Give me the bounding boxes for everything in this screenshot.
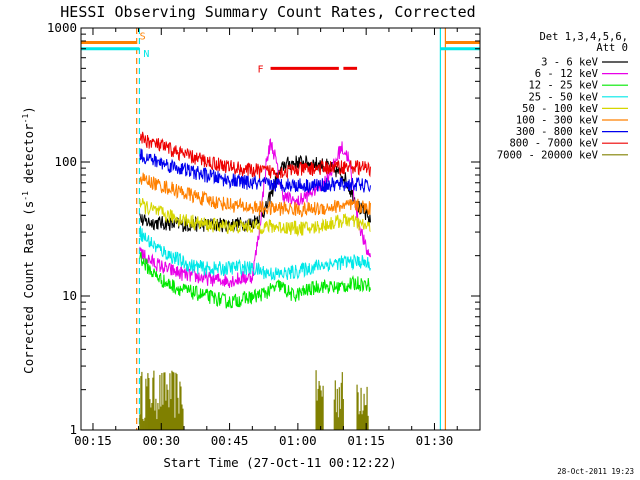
series-line-6	[139, 172, 371, 218]
saa-bar-label: N	[143, 49, 149, 60]
legend-label: 800 - 7000 keV	[509, 138, 598, 150]
x-tick-label: 01:30	[416, 433, 454, 448]
spike-cluster-2	[315, 370, 324, 430]
y-axis-label-sup2: -1	[21, 114, 30, 124]
series-line-5	[139, 198, 371, 238]
y-axis-label-sup1: -1	[21, 191, 30, 201]
series-line-7	[139, 148, 371, 193]
plot-frame	[80, 27, 481, 431]
x-tick-label: 00:15	[74, 433, 112, 448]
att-bar-label: S	[140, 31, 146, 42]
spike-cluster-1	[139, 370, 184, 430]
y-axis-label-mid: detector	[21, 123, 36, 191]
plot-area	[81, 28, 480, 430]
x-axis-label: Start Time (27-Oct-11 00:12:22)	[163, 455, 396, 470]
legend-label: 7000 - 20000 keV	[497, 149, 599, 161]
spike-cluster-4	[356, 384, 369, 430]
series-line-3	[139, 251, 371, 309]
y-tick-label: 1	[69, 422, 77, 437]
legend-label: 100 - 300 keV	[516, 115, 599, 127]
y-axis-label-main: Corrected Count Rate (s	[21, 201, 36, 374]
series-line-8	[139, 131, 371, 180]
footer-date: 28-Oct-2011 19:23	[557, 467, 634, 476]
legend-label: 6 - 12 keV	[535, 68, 599, 80]
legend-header-line-2: Att 0	[596, 42, 628, 54]
legend-label: 12 - 25 keV	[528, 80, 598, 92]
x-tick-label: 00:45	[211, 433, 249, 448]
legend-label: 300 - 800 keV	[516, 126, 599, 138]
legend-label: 3 - 6 keV	[541, 57, 599, 69]
y-tick-label: 10	[62, 288, 77, 303]
legend-label: 25 - 50 keV	[528, 91, 598, 103]
y-axis: 1 10 100 1000	[47, 20, 480, 437]
legend-header-line-1: Det 1,3,4,5,6,	[539, 31, 628, 43]
legend-label: 50 - 100 keV	[522, 103, 599, 115]
x-tick-label: 01:00	[279, 433, 317, 448]
y-axis-label-end: )	[21, 106, 36, 114]
spike-cluster-3	[333, 372, 344, 430]
flare-bar-label: F	[258, 64, 264, 75]
series-line-4	[139, 226, 371, 281]
x-tick-label: 01:15	[347, 433, 385, 448]
x-tick-label: 00:30	[142, 433, 180, 448]
x-axis: 00:15 00:30 00:45 01:00 01:15 01:30	[74, 28, 458, 448]
y-tick-label: 1000	[47, 20, 77, 35]
chart-title: HESSI Observing Summary Count Rates, Cor…	[60, 3, 475, 21]
y-axis-label: Corrected Count Rate (s-1 detector-1)	[21, 106, 36, 374]
y-tick-label: 100	[54, 154, 77, 169]
